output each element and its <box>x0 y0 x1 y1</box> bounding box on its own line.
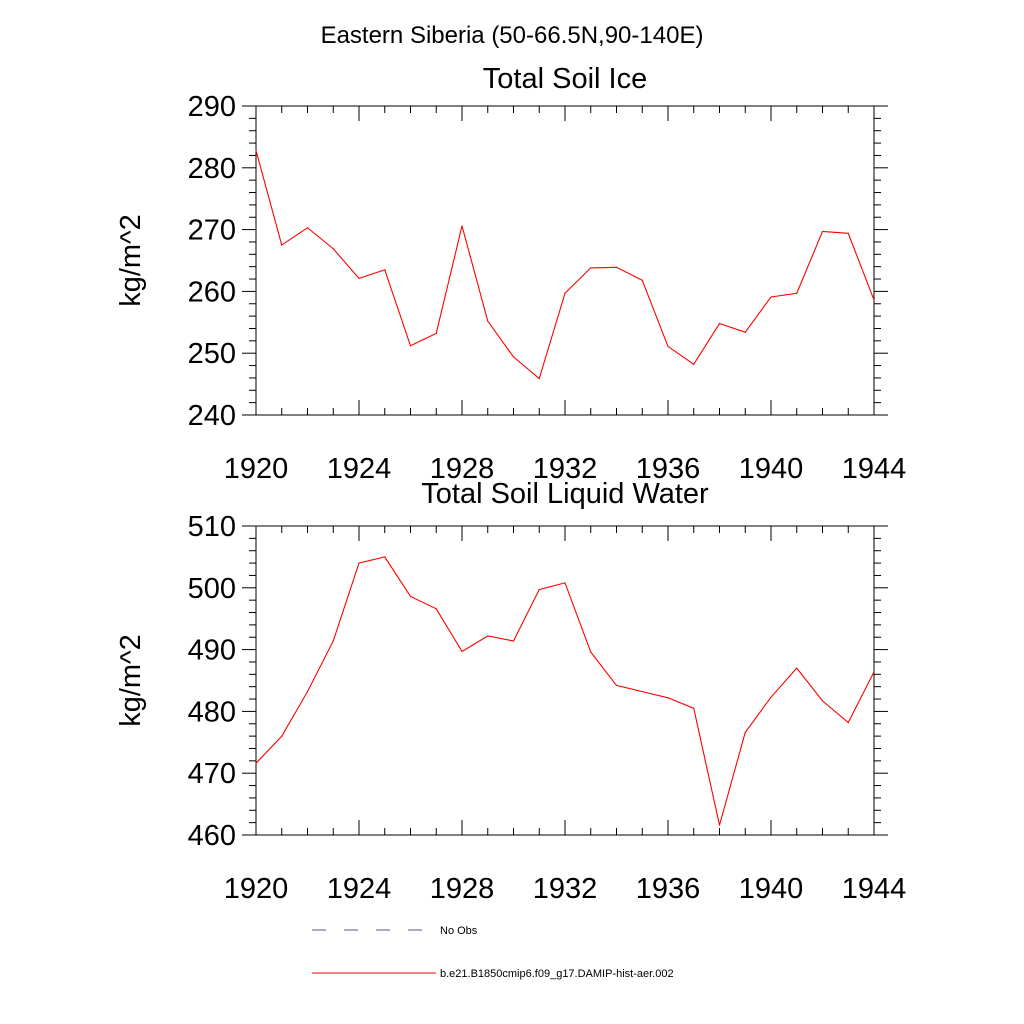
y-tick-label: 510 <box>188 511 236 543</box>
data-point <box>281 244 283 246</box>
data-point <box>641 691 643 693</box>
data-point <box>409 595 412 598</box>
x-tick-label: 1944 <box>842 453 907 485</box>
panel-title: Total Soil Liquid Water <box>421 478 709 510</box>
chart-panel-1: Total Soil Ice kg/m^2 1920 1924 1928 1932 1936… <box>115 63 906 485</box>
x-tick-label: 1920 <box>224 453 289 485</box>
data-point <box>693 363 695 365</box>
data-point <box>384 269 386 271</box>
x-tick-label: 1928 <box>430 453 495 485</box>
x-tick-label: 1924 <box>327 453 392 485</box>
data-point <box>538 377 540 380</box>
y-tick-label: 280 <box>188 153 236 185</box>
x-tick-label: 1936 <box>636 873 701 905</box>
y-tick-label: 470 <box>188 758 236 790</box>
y-tick-label: 500 <box>188 573 236 605</box>
panel-title: Total Soil Ice <box>483 63 647 95</box>
x-tick-label: 1944 <box>842 873 907 905</box>
data-point <box>821 700 824 702</box>
data-point <box>667 345 669 348</box>
data-point <box>538 589 540 591</box>
data-point <box>487 320 489 322</box>
data-point <box>796 667 798 669</box>
legend-item: No Obs <box>312 925 478 937</box>
data-point <box>332 248 334 250</box>
y-tick-label: 270 <box>188 215 236 247</box>
plot-frame <box>255 105 875 416</box>
data-point <box>332 640 334 642</box>
data-point <box>615 266 618 268</box>
data-point <box>461 225 463 227</box>
data-point <box>667 697 669 699</box>
x-tick-label: 1920 <box>224 873 289 905</box>
y-tick-label: 480 <box>188 696 236 728</box>
data-point <box>744 731 746 734</box>
legend-label: No Obs <box>440 925 478 937</box>
y-tick-label: 460 <box>188 820 236 852</box>
x-tick-label: 1936 <box>636 453 701 485</box>
chart-panel-2: Total Soil Liquid Water kg/m^2 1920 1924 192… <box>115 478 906 905</box>
data-point <box>564 292 566 294</box>
chart-panels: Total Soil Ice kg/m^2 1920 1924 1928 1932 1936… <box>115 63 906 905</box>
data-point <box>821 230 824 233</box>
legend-label: b.e21.B1850cmip6.f09_g17.DAMIP-hist-aer.… <box>440 968 674 980</box>
data-point <box>358 562 360 564</box>
data-point <box>435 608 437 610</box>
y-tick-label: 290 <box>188 91 236 123</box>
x-tick-label: 1932 <box>533 873 598 905</box>
x-tick-label: 1924 <box>327 873 392 905</box>
data-point <box>770 296 772 298</box>
y-tick-label: 490 <box>188 635 236 667</box>
figure-title: Eastern Siberia (50-66.5N,90-140E) <box>321 22 704 49</box>
data-point <box>718 824 721 826</box>
data-point <box>770 696 772 698</box>
data-point <box>358 277 360 280</box>
data-point <box>255 762 257 764</box>
data-point <box>873 299 875 301</box>
data-point <box>306 227 309 229</box>
x-tick-label: 1940 <box>739 873 804 905</box>
data-point <box>384 556 386 558</box>
data-point <box>744 331 746 333</box>
series-line <box>255 150 875 380</box>
data-point <box>590 651 592 653</box>
y-tick-label: 250 <box>188 338 236 370</box>
x-tick-label: 1928 <box>430 873 495 905</box>
data-point <box>847 232 849 234</box>
plot-frame <box>255 525 875 836</box>
data-point <box>306 691 309 693</box>
data-point <box>255 149 257 152</box>
data-point <box>641 279 643 281</box>
data-point <box>409 345 412 347</box>
x-tick-label: 1940 <box>739 453 804 485</box>
data-point <box>873 671 875 673</box>
series-line <box>255 556 875 826</box>
data-point <box>435 332 437 335</box>
data-point <box>847 721 849 724</box>
data-point <box>615 684 618 687</box>
data-point <box>693 707 695 709</box>
legend: No Obs b.e21.B1850cmip6.f09_g17.DAMIP-his… <box>312 925 674 980</box>
y-tick-label: 260 <box>188 276 236 308</box>
data-point <box>461 650 463 653</box>
legend-item: b.e21.B1850cmip6.f09_g17.DAMIP-hist-aer.… <box>312 968 674 980</box>
y-axis-label: kg/m^2 <box>115 214 147 307</box>
y-axis-label: kg/m^2 <box>115 634 147 727</box>
y-tick-label: 240 <box>188 400 236 432</box>
data-point <box>281 735 283 737</box>
data-point <box>487 635 489 637</box>
data-point <box>718 322 721 325</box>
data-point <box>796 292 798 294</box>
data-point <box>564 582 566 584</box>
data-point <box>512 356 515 358</box>
x-tick-label: 1932 <box>533 453 598 485</box>
data-point <box>590 267 592 269</box>
data-point <box>512 640 515 642</box>
